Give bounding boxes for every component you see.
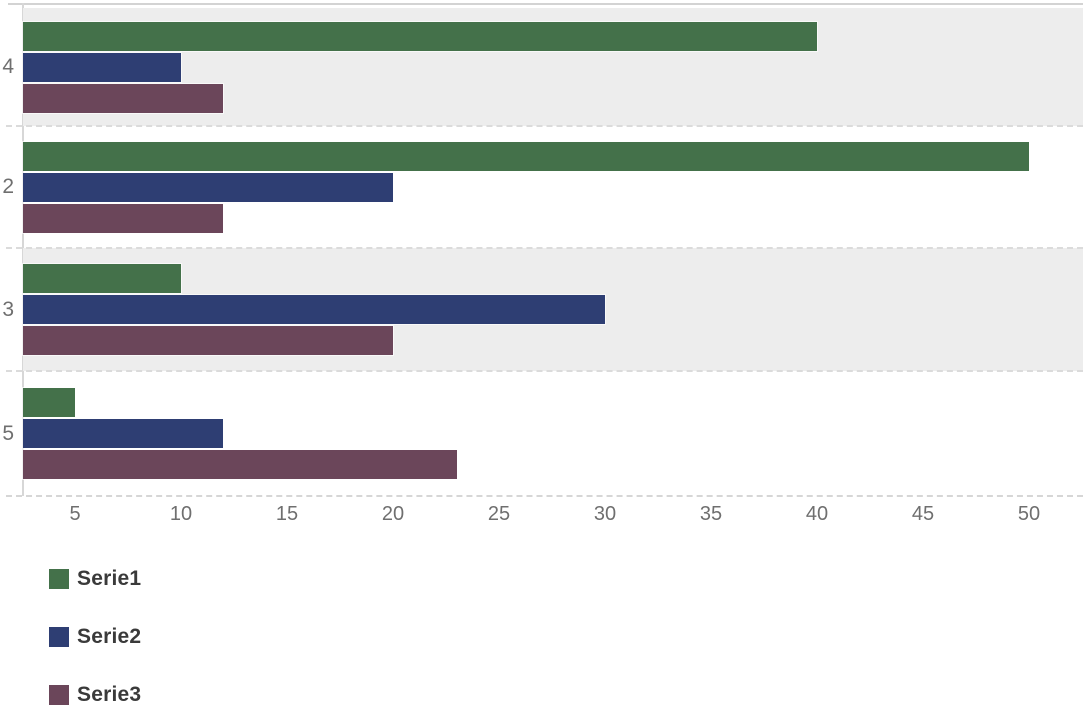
legend-swatch-serie2 bbox=[49, 627, 69, 647]
x-tick-label-5: 5 bbox=[69, 503, 81, 525]
legend-label: Serie2 bbox=[77, 625, 142, 648]
category-separator-line bbox=[6, 247, 1083, 249]
y-axis-label-3: 3 bbox=[2, 298, 14, 321]
legend-swatch-serie3 bbox=[49, 685, 69, 705]
x-tick-label-10: 10 bbox=[169, 503, 193, 525]
bar-serie3-cat5[interactable] bbox=[23, 450, 457, 479]
y-axis-label-5: 5 bbox=[2, 422, 14, 445]
x-tick-label-20: 20 bbox=[381, 503, 405, 525]
bar-serie2-cat2[interactable] bbox=[23, 173, 393, 202]
bar-serie1-cat4[interactable] bbox=[23, 22, 817, 51]
x-tick-label-40: 40 bbox=[805, 503, 829, 525]
x-tick-label-25: 25 bbox=[487, 503, 511, 525]
bar-serie2-cat3[interactable] bbox=[23, 295, 605, 324]
bar-serie1-cat3[interactable] bbox=[23, 264, 181, 293]
legend-label: Serie3 bbox=[77, 683, 142, 706]
y-axis-label-2: 2 bbox=[2, 175, 14, 198]
bar-serie2-cat4[interactable] bbox=[23, 53, 181, 82]
bar-serie3-cat3[interactable] bbox=[23, 326, 393, 355]
legend-item-serie3[interactable]: Serie3 bbox=[49, 683, 141, 707]
category-separator-line bbox=[6, 125, 1083, 127]
legend-item-serie2[interactable]: Serie2 bbox=[49, 625, 141, 649]
x-axis-line bbox=[6, 495, 1083, 497]
x-tick-label-15: 15 bbox=[275, 503, 299, 525]
legend-swatch-serie1 bbox=[49, 569, 69, 589]
bar-serie2-cat5[interactable] bbox=[23, 419, 223, 448]
x-tick-label-50: 50 bbox=[1017, 503, 1041, 525]
legend-label: Serie1 bbox=[77, 567, 142, 590]
x-tick-label-45: 45 bbox=[911, 503, 935, 525]
legend-item-serie1[interactable]: Serie1 bbox=[49, 567, 141, 591]
y-axis-label-4: 4 bbox=[2, 55, 14, 78]
x-tick-label-30: 30 bbox=[593, 503, 617, 525]
bar-serie1-cat5[interactable] bbox=[23, 388, 75, 417]
plot-top-border bbox=[8, 3, 1083, 5]
bar-serie3-cat2[interactable] bbox=[23, 204, 223, 233]
bar-serie1-cat2[interactable] bbox=[23, 142, 1029, 171]
category-separator-line bbox=[6, 370, 1083, 372]
x-tick-label-35: 35 bbox=[699, 503, 723, 525]
bar-serie3-cat4[interactable] bbox=[23, 84, 223, 113]
